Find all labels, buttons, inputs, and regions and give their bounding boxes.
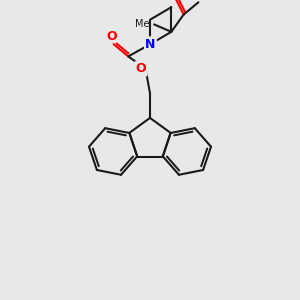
- Text: OH: OH: [200, 0, 221, 1]
- Text: N: N: [145, 38, 156, 51]
- Text: O: O: [107, 30, 117, 43]
- Text: Me: Me: [135, 20, 150, 29]
- Text: O: O: [136, 62, 146, 75]
